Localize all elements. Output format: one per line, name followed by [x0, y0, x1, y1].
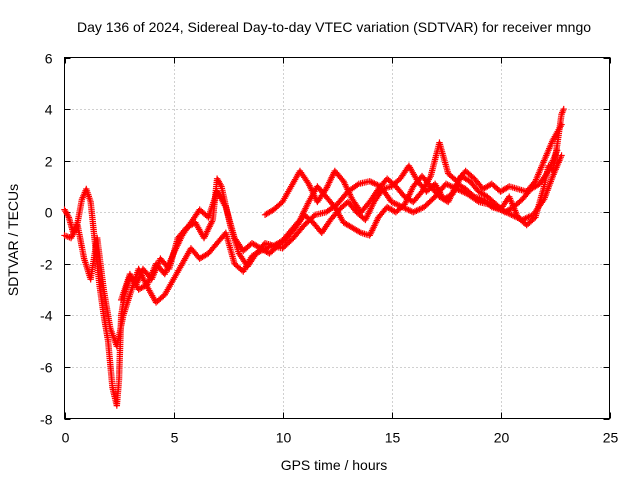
data-point: [558, 121, 565, 128]
y-tick-label: 0: [45, 205, 53, 221]
x-tick-label: 10: [276, 430, 292, 446]
series-b: [61, 152, 565, 350]
y-tick-label: -2: [40, 257, 53, 273]
x-tick-label: 15: [385, 430, 401, 446]
y-tick-label: 2: [45, 154, 53, 170]
y-axis-label: SDTVAR / TECUs: [5, 184, 21, 296]
series-layer: [61, 105, 567, 409]
data-point: [558, 152, 565, 159]
x-tick-label: 20: [494, 430, 510, 446]
x-axis-label: GPS time / hours: [281, 457, 388, 473]
data-point: [553, 147, 561, 154]
y-tick-label: 4: [45, 102, 53, 118]
x-tick-label: 5: [171, 430, 179, 446]
tick-layer: 0 5 10 15 20 25 -8 -6 -4 -2 0 2 4 6: [40, 51, 618, 446]
y-tick-label: 6: [45, 51, 53, 67]
series-c: [117, 147, 561, 304]
grid-layer: [64, 57, 610, 419]
x-tick-label: 25: [603, 430, 619, 446]
data-point: [560, 105, 567, 113]
y-tick-label: -6: [40, 360, 53, 376]
data-point: [356, 228, 363, 236]
chart-title: Day 136 of 2024, Sidereal Day-to-day VTE…: [77, 19, 591, 35]
y-tick-label: -8: [40, 412, 53, 428]
series-a: [61, 105, 567, 409]
x-tick-label: 0: [62, 430, 70, 446]
plot-frame: [64, 57, 610, 419]
y-tick-label: -4: [40, 308, 53, 324]
series-d: [261, 121, 565, 218]
